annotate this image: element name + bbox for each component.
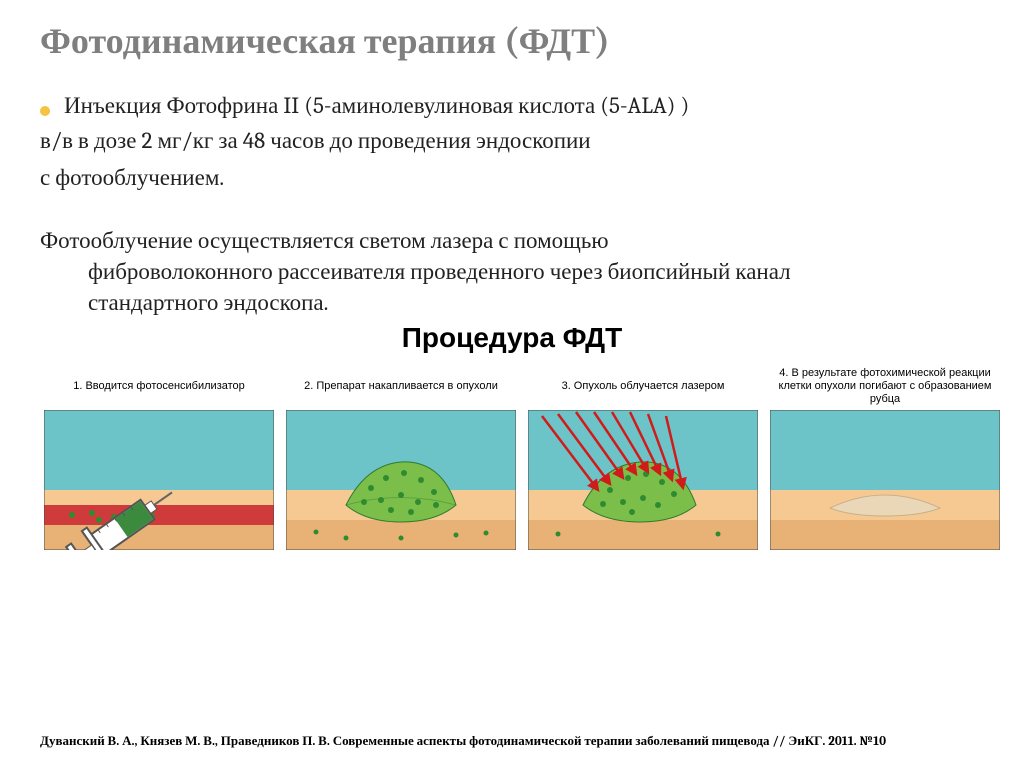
panel-2: 2. Препарат накапливается в опухоли — [286, 362, 516, 550]
line-2: в/в в дозе 2 мг/кг за 48 часов до провед… — [40, 125, 984, 156]
para2-line-a: Фотооблучение осуществляется светом лазе… — [40, 225, 984, 256]
procedure-title: Процедура ФДТ — [40, 322, 984, 354]
panel-1-diagram — [44, 410, 274, 550]
bullet-text: Инъекция Фотофрина II (5-аминолевулинова… — [64, 90, 689, 121]
panel-1-caption: 1. Вводится фотосенсибилизатор — [71, 362, 247, 410]
citation: Дуванский В. А., Князев М. В., Праведник… — [40, 715, 984, 757]
bullet-dot-icon — [40, 106, 50, 116]
para2-line-b: фиброволоконного рассеивателя проведенно… — [40, 256, 984, 287]
panel-3-diagram — [528, 410, 758, 550]
para2-line-c: стандартного эндоскопа. — [40, 287, 984, 318]
spacer — [40, 199, 984, 225]
panel-3: 3. Опухоль облучается лазером — [528, 362, 758, 550]
procedure-panels: 1. Вводится фотосенсибилизатор — [40, 362, 984, 550]
panel-1: 1. Вводится фотосенсибилизатор — [44, 362, 274, 550]
slide: Фотодинамическая терапия (ФДТ) Инъекция … — [0, 0, 1024, 767]
line-3: с фотооблучением. — [40, 162, 984, 193]
panel-3-caption: 3. Опухоль облучается лазером — [560, 362, 727, 410]
panel-2-caption: 2. Препарат накапливается в опухоли — [302, 362, 500, 410]
bullet-line-1: Инъекция Фотофрина II (5-аминолевулинова… — [40, 90, 984, 121]
panel-2-diagram — [286, 410, 516, 550]
panel-4-diagram — [770, 410, 1000, 550]
page-title: Фотодинамическая терапия (ФДТ) — [40, 20, 984, 62]
panel-4: 4. В результате фотохимической реакции к… — [770, 362, 1000, 550]
panel-4-caption: 4. В результате фотохимической реакции к… — [770, 362, 1000, 410]
